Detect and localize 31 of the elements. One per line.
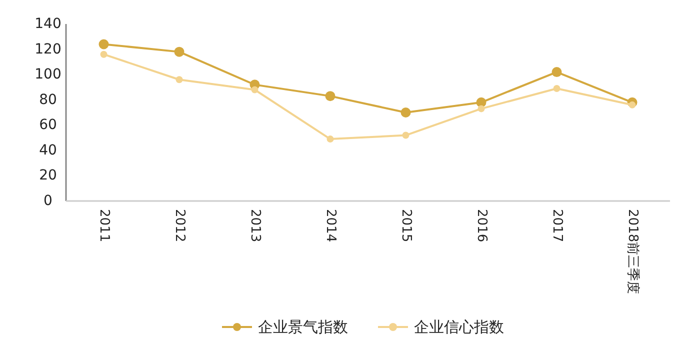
x-tick-label: 2018前三季度 <box>624 209 641 294</box>
x-tick-label: 2017 <box>549 209 564 242</box>
point <box>98 39 109 50</box>
y-tick-label: 40 <box>39 142 57 158</box>
point <box>628 101 636 108</box>
point <box>478 105 485 112</box>
point <box>174 46 184 57</box>
x-tick-label: 2011 <box>96 209 112 242</box>
y-tick-label: 60 <box>39 117 57 134</box>
x-tick-label: 2012 <box>172 209 187 242</box>
x-tick-label: 2016 <box>474 209 489 242</box>
y-tick-label: 20 <box>39 168 57 184</box>
x-tick-label: 2015 <box>398 209 414 242</box>
legend-label: 企业信心指数 <box>414 318 504 336</box>
point <box>251 86 258 94</box>
y-tick-label: 120 <box>34 41 62 58</box>
point <box>400 108 411 118</box>
x-tick-label: 2014 <box>322 209 338 242</box>
point <box>402 132 410 139</box>
y-tick-label: 100 <box>34 66 62 83</box>
y-tick-label: 140 <box>34 16 62 32</box>
legend-label: 企业景气指数 <box>258 318 348 336</box>
point <box>100 50 108 58</box>
point <box>552 67 562 78</box>
y-tick-label: 0 <box>44 193 52 209</box>
point <box>553 84 560 92</box>
point <box>325 91 336 102</box>
y-tick-label: 80 <box>39 92 57 108</box>
point <box>176 76 183 84</box>
point <box>326 136 334 143</box>
x-tick-label: 2013 <box>247 209 262 242</box>
